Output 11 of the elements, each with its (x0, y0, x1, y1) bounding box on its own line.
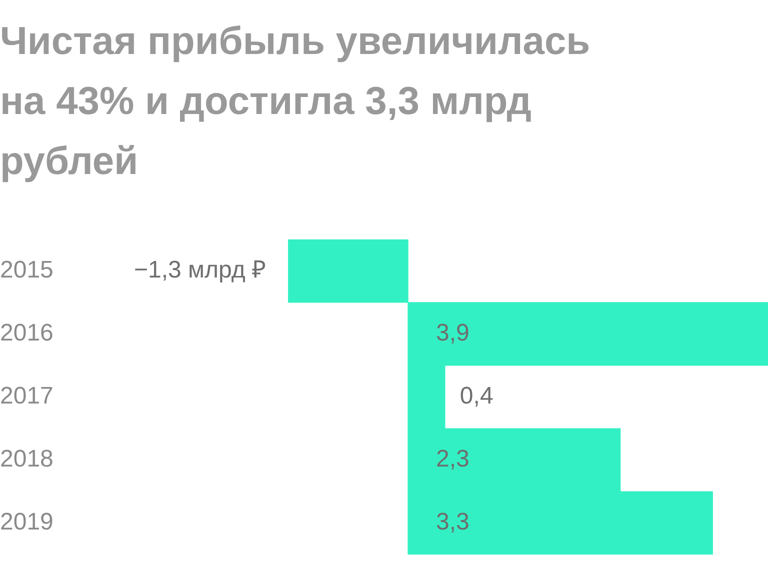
data-label: 3,9 (436, 320, 470, 347)
y-tick-label: 2017 (0, 382, 54, 410)
data-label: 3,3 (436, 508, 470, 536)
data-label: −1,3 млрд ₽ (134, 256, 266, 284)
chart-title: Чистая прибыль увеличилась на 43% и достигла 3,3 млрд рублей (0, 19, 592, 185)
y-tick-label: 2016 (0, 320, 54, 347)
y-tick-label: 2019 (0, 508, 54, 536)
data-label: 0,4 (460, 382, 494, 410)
y-tick-label: 2018 (0, 446, 54, 473)
data-label: 2,3 (436, 446, 470, 473)
y-tick-label: 2015 (0, 256, 54, 284)
